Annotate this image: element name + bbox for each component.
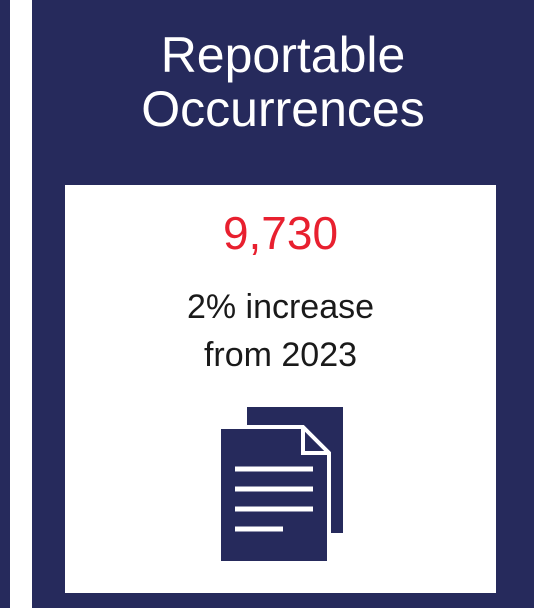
stat-description-line-1: 2% increase — [186, 288, 375, 326]
card-title-line-2: Occurrences — [141, 81, 425, 137]
left-border-strip — [0, 0, 10, 608]
stat-description-line-2: from 2023 — [203, 336, 358, 374]
stat-value: 9,730 — [222, 207, 339, 259]
documents-icon — [217, 407, 343, 565]
reportable-occurrences-card: Reportable Occurrences 9,730 2% increase… — [32, 0, 534, 608]
stat-panel: 9,730 2% increase from 2023 — [65, 185, 496, 593]
card-title-line-1: Reportable — [160, 27, 406, 83]
card-title: Reportable Occurrences — [32, 28, 534, 136]
stat-description: 2% increase from 2023 — [65, 283, 496, 379]
